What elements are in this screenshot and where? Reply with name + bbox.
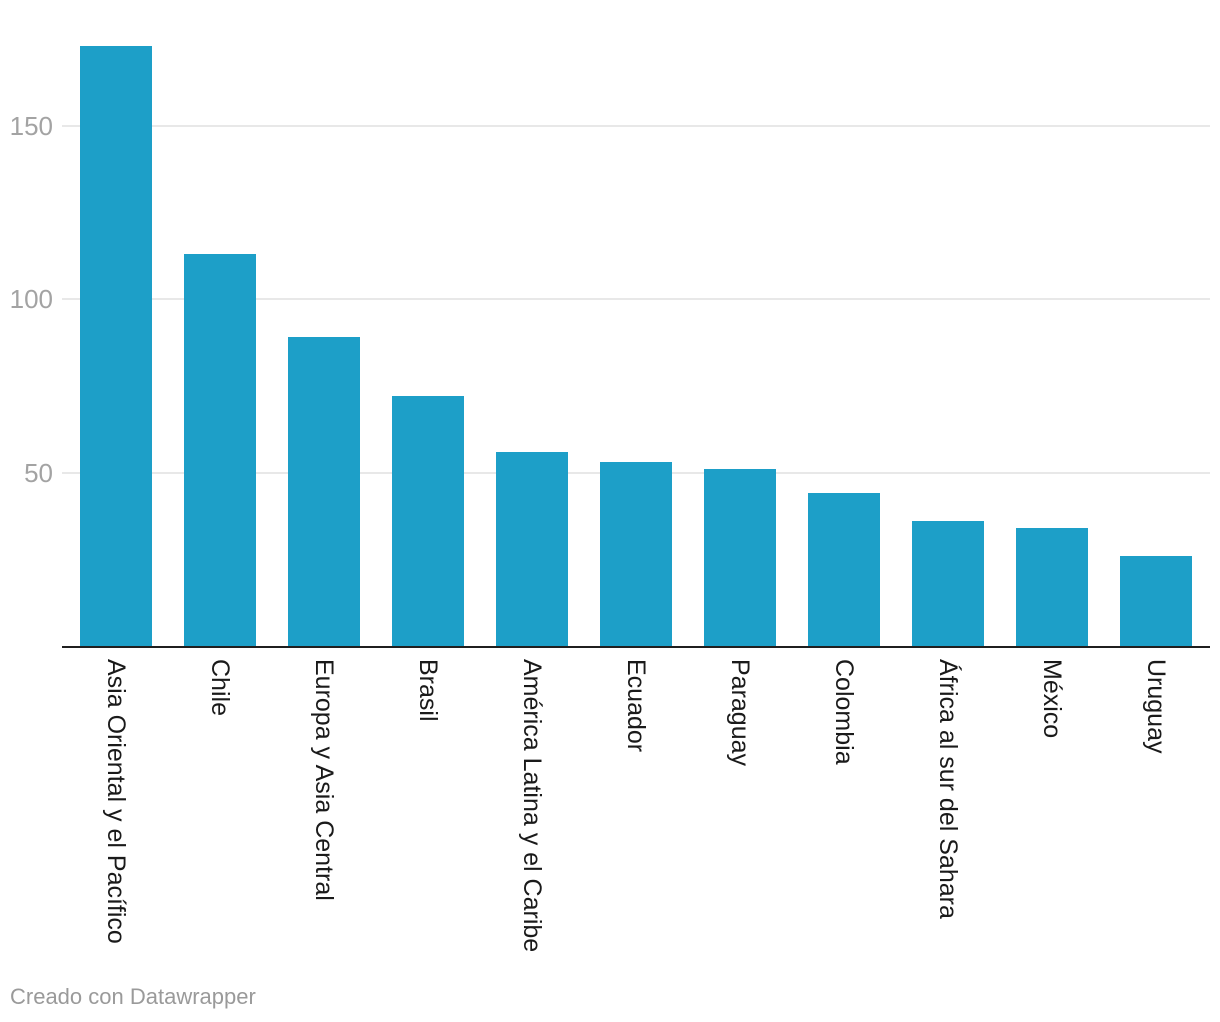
x-axis-label-3: Brasil <box>414 659 442 722</box>
bar-0 <box>80 46 152 646</box>
x-label-cell-4: América Latina y el Caribe <box>496 659 568 952</box>
x-axis-label-1: Chile <box>206 659 234 716</box>
x-axis-label-5: Ecuador <box>622 659 650 753</box>
x-axis-label-2: Europa y Asia Central <box>310 659 338 901</box>
x-label-cell-5: Ecuador <box>600 659 672 952</box>
x-label-cell-10: Uruguay <box>1120 659 1192 952</box>
credit-line: Creado con Datawrapper <box>10 982 256 1012</box>
x-label-cell-0: Asia Oriental y el Pacífico <box>80 659 152 952</box>
x-axis-label-9: México <box>1038 659 1066 739</box>
x-axis-labels: Asia Oriental y el Pacífico Chile Europa y… <box>80 659 1192 952</box>
bar-10 <box>1120 556 1192 646</box>
credit-text: Creado con Datawrapper <box>10 984 256 1009</box>
bar-6 <box>704 469 776 646</box>
gridline-100 <box>62 298 1210 301</box>
bar-7 <box>808 493 880 646</box>
x-label-cell-6: Paraguay <box>704 659 776 952</box>
x-label-cell-1: Chile <box>184 659 256 952</box>
x-label-cell-2: Europa y Asia Central <box>288 659 360 952</box>
x-axis-label-0: Asia Oriental y el Pacífico <box>102 659 130 944</box>
x-label-cell-9: México <box>1016 659 1088 952</box>
bar-9 <box>1016 528 1088 646</box>
bar-2 <box>288 337 360 646</box>
bar-4 <box>496 452 568 646</box>
bar-5 <box>600 462 672 646</box>
x-axis-label-4: América Latina y el Caribe <box>518 659 546 953</box>
x-label-cell-7: Colombia <box>808 659 880 952</box>
gridline-150 <box>62 124 1210 127</box>
bars <box>80 0 1192 646</box>
x-label-cell-3: Brasil <box>392 659 464 952</box>
x-axis-label-6: Paraguay <box>726 659 754 767</box>
x-axis-label-7: Colombia <box>830 659 858 765</box>
bar-8 <box>912 521 984 646</box>
bar-1 <box>184 254 256 646</box>
x-label-cell-8: África al sur del Sahara <box>912 659 984 952</box>
y-tick-label-100: 100 <box>9 284 53 315</box>
y-tick-label-150: 150 <box>9 110 53 141</box>
y-tick-label-50: 50 <box>24 457 53 488</box>
bar-3 <box>392 396 464 646</box>
x-axis-label-8: África al sur del Sahara <box>934 659 962 919</box>
x-axis-line <box>62 646 1210 648</box>
x-axis-label-10: Uruguay <box>1142 659 1170 754</box>
